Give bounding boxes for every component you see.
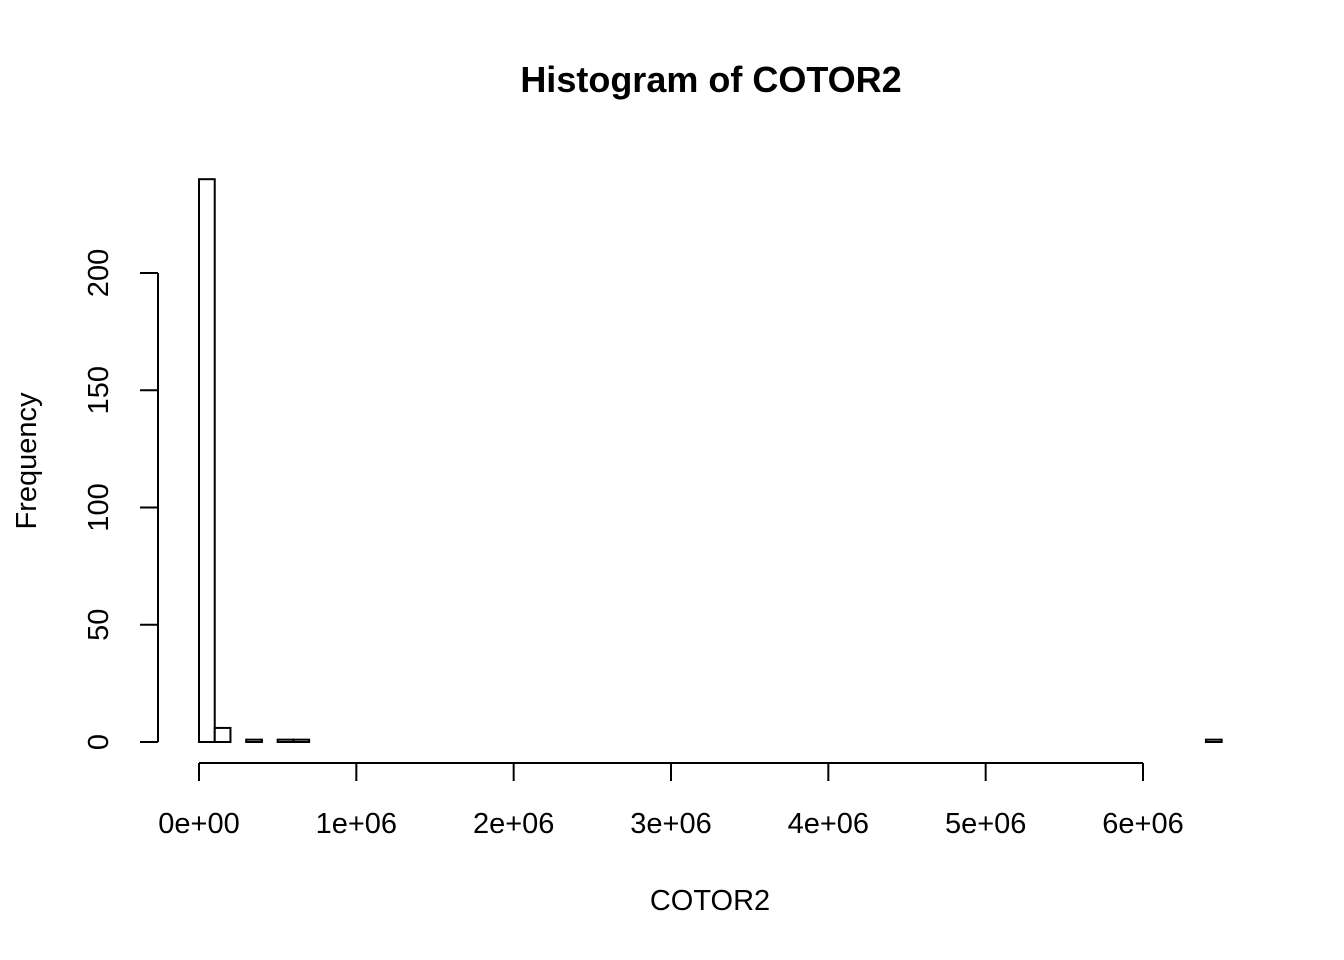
histogram-bar xyxy=(1204,738,1223,744)
x-tick-label: 2e+06 xyxy=(473,808,554,840)
histogram-bar xyxy=(245,738,263,744)
y-tick-label: 100 xyxy=(83,483,115,531)
histogram-bar xyxy=(276,738,295,744)
y-tick-label: 50 xyxy=(83,609,115,641)
x-tick-label: 3e+06 xyxy=(630,808,711,840)
histogram-bar xyxy=(213,726,232,743)
x-tick-label: 6e+06 xyxy=(1102,808,1183,840)
x-tick-label: 1e+06 xyxy=(316,808,397,840)
y-tick-label: 0 xyxy=(83,734,115,750)
x-tick-label: 4e+06 xyxy=(788,808,869,840)
x-axis-label: COTOR2 xyxy=(650,885,770,917)
y-tick-label: 150 xyxy=(83,366,115,414)
x-axis: 0e+00 1e+06 2e+06 3e+06 4e+06 5e+06 6e+06 xyxy=(158,762,1184,840)
chart-title: Histogram of COTOR2 xyxy=(520,59,901,100)
y-axis-label: Frequency xyxy=(11,392,43,530)
histogram-bar xyxy=(198,178,216,743)
histogram-bars xyxy=(198,178,1223,744)
x-tick-label: 0e+00 xyxy=(158,808,239,840)
histogram-bar xyxy=(292,738,311,744)
y-tick-label: 200 xyxy=(83,249,115,297)
x-tick-label: 5e+06 xyxy=(945,808,1026,840)
y-axis: 0 50 100 150 200 xyxy=(83,249,159,750)
